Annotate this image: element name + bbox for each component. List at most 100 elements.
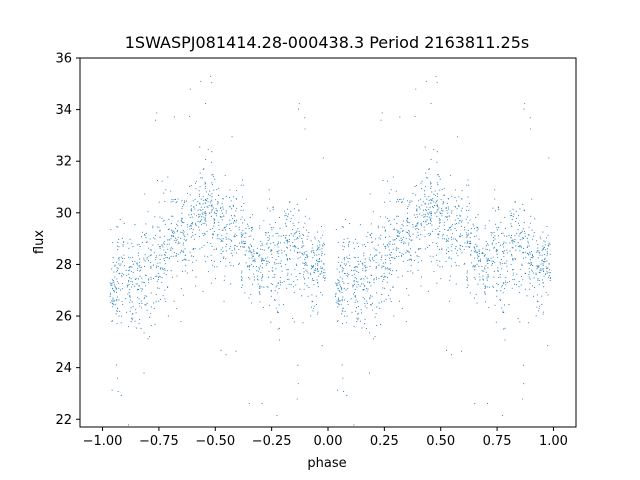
data-point <box>506 265 508 267</box>
data-point <box>498 208 500 210</box>
data-point <box>122 244 124 246</box>
data-point <box>430 183 432 185</box>
data-point <box>540 263 542 265</box>
data-point <box>220 252 222 255</box>
data-point <box>138 265 140 267</box>
data-point <box>364 318 366 320</box>
data-point <box>275 259 277 261</box>
data-point <box>170 201 172 203</box>
data-point <box>505 262 507 264</box>
data-point <box>355 310 357 312</box>
data-point <box>218 238 220 240</box>
data-point <box>549 272 551 274</box>
data-point <box>274 263 276 265</box>
data-point <box>511 215 513 217</box>
data-point <box>304 128 306 130</box>
data-point <box>502 311 504 313</box>
data-point <box>140 307 143 309</box>
data-point <box>485 240 487 242</box>
data-point <box>118 272 120 275</box>
data-point <box>467 284 469 286</box>
data-point <box>284 250 286 252</box>
data-point <box>177 253 179 255</box>
data-point <box>417 234 419 236</box>
data-point <box>372 211 374 213</box>
data-point <box>447 251 449 253</box>
data-point <box>268 198 270 200</box>
data-point <box>425 203 427 205</box>
data-point <box>175 237 177 239</box>
data-point <box>292 235 295 237</box>
data-point <box>379 307 381 309</box>
data-point <box>220 210 223 212</box>
data-point <box>509 280 511 282</box>
data-point <box>114 300 116 302</box>
data-point <box>466 234 468 236</box>
data-point <box>209 228 211 231</box>
data-point <box>180 237 182 240</box>
data-point <box>317 282 319 284</box>
data-point <box>376 254 378 256</box>
data-point <box>385 276 387 278</box>
data-point <box>347 261 349 263</box>
data-point <box>203 211 205 213</box>
data-point <box>229 206 231 208</box>
data-point <box>320 266 322 268</box>
data-point <box>317 264 319 266</box>
data-point <box>481 253 483 255</box>
data-point <box>389 219 391 221</box>
data-point <box>543 286 545 288</box>
data-point <box>116 245 118 247</box>
data-point <box>146 258 148 260</box>
data-point <box>271 267 273 269</box>
data-point <box>519 239 521 241</box>
data-point <box>143 257 145 259</box>
data-point <box>419 238 421 240</box>
data-point <box>351 311 353 313</box>
data-point <box>198 195 201 197</box>
data-point <box>312 310 314 312</box>
data-point <box>159 262 161 264</box>
data-point <box>244 254 246 256</box>
data-point <box>365 246 367 248</box>
data-point <box>436 259 438 262</box>
data-point <box>398 300 401 302</box>
data-point <box>434 190 436 192</box>
data-point <box>363 278 365 280</box>
data-point <box>176 231 178 233</box>
data-point <box>531 254 533 256</box>
data-point <box>354 269 356 271</box>
data-point <box>128 273 130 275</box>
data-point <box>154 234 156 236</box>
data-point <box>315 303 317 306</box>
data-point <box>366 302 368 304</box>
data-point <box>299 235 301 237</box>
data-point <box>188 214 190 216</box>
data-point <box>229 227 231 229</box>
data-point <box>422 201 424 203</box>
data-point <box>528 226 530 228</box>
data-point <box>244 240 246 242</box>
data-point <box>152 244 154 246</box>
data-point <box>200 198 202 200</box>
data-point <box>152 277 155 279</box>
data-point <box>181 212 183 214</box>
data-point <box>388 249 390 251</box>
data-point <box>478 253 481 255</box>
data-point <box>211 227 214 229</box>
data-point <box>337 279 339 281</box>
data-point <box>456 222 458 224</box>
data-point <box>261 279 263 281</box>
data-point <box>370 254 372 256</box>
data-point <box>186 224 188 226</box>
x-tick-label: 1.00 <box>539 434 568 449</box>
data-point <box>487 263 489 265</box>
data-point <box>135 283 137 285</box>
data-point <box>302 234 304 236</box>
data-point <box>189 251 191 253</box>
data-point <box>416 205 418 207</box>
data-point <box>183 222 185 224</box>
data-point <box>130 280 132 282</box>
data-point <box>211 82 213 84</box>
data-point <box>190 208 193 210</box>
